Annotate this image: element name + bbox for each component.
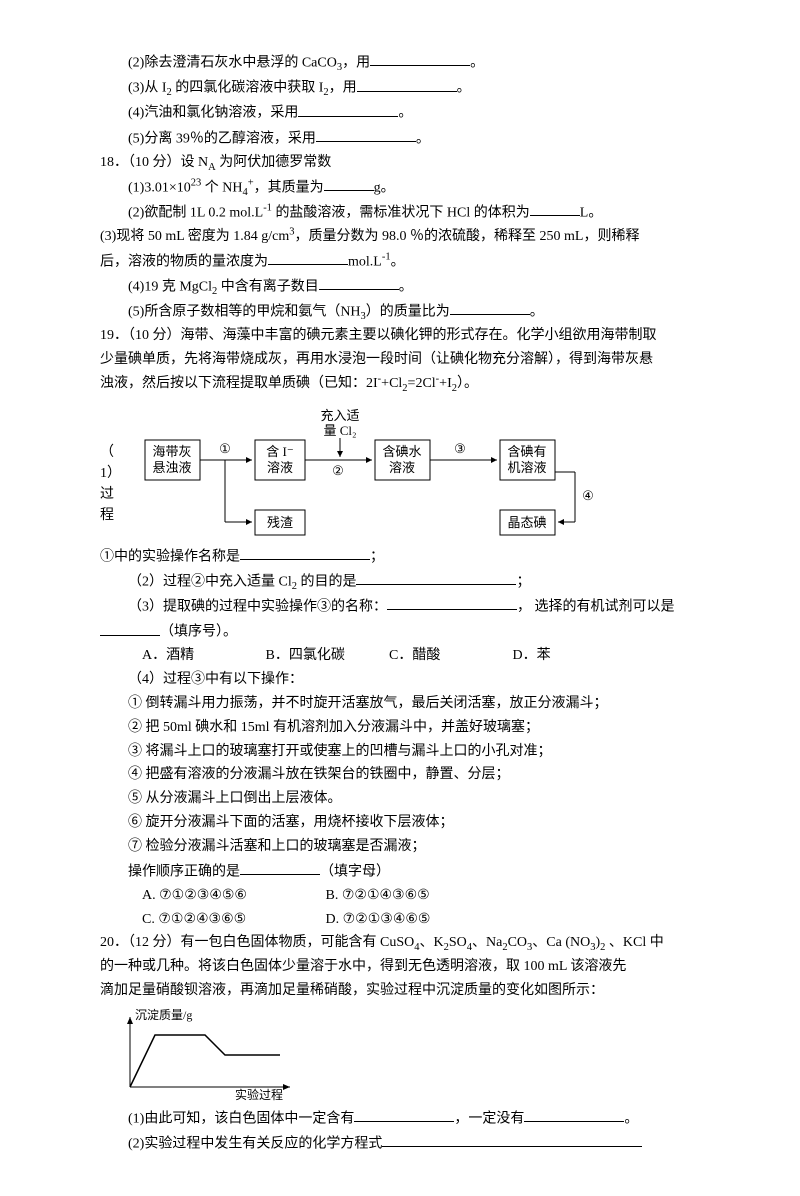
- svg-text:充入适: 充入适: [320, 408, 359, 423]
- q18-stem: 18．（10 分）设 NA 为阿伏加德罗常数: [100, 151, 720, 175]
- precipitate-graph: 沉淀质量/g 实验过程: [100, 1007, 300, 1102]
- item-17-2: (2)除去澄清石灰水中悬浮的 CaCO3，用。: [100, 50, 720, 75]
- q18-1: (1)3.01×1023 个 NH4+，其质量为g。: [100, 175, 720, 200]
- q19: 19．（10 分）海带、海藻中丰富的碘元素主要以碘化钾的形式存在。化学小组欲用海…: [100, 324, 720, 931]
- order-options-1: A. ⑦①②③④⑤⑥ B. ⑦②①④③⑥⑤: [100, 884, 720, 908]
- svg-text:含 I⁻: 含 I⁻: [266, 444, 293, 459]
- order-d: D. ⑦②①③④⑥⑤: [326, 908, 466, 932]
- step-2: ② 把 50ml 碘水和 15ml 有机溶剂加入分液漏斗中，并盖好玻璃塞；: [100, 716, 720, 740]
- opt-d: D．苯: [513, 644, 633, 668]
- q20-graph-wrap: 沉淀质量/g 实验过程: [100, 1007, 720, 1102]
- q20-stem: 20．（12 分）有一包白色固体物质，可能含有 CuSO4、K2SO4、Na2C…: [100, 931, 720, 955]
- step-1: ① 倒转漏斗用力振荡，并不时旋开活塞放气，最后关闭活塞，放正分液漏斗；: [100, 692, 720, 716]
- svg-text:溶液: 溶液: [267, 460, 293, 475]
- flowchart-diagram: 海带灰 悬浊液 含 I⁻ 溶液 含碘水 溶液 含碘有 机溶液 残渣 晶态碘: [140, 400, 610, 540]
- q19-4: （4）过程③中有以下操作：: [100, 668, 720, 692]
- q19-2: （2）过程②中充入适量 Cl2 的目的是；: [100, 569, 720, 594]
- order-c: C. ⑦①②④③⑥⑤: [142, 908, 322, 932]
- step-7: ⑦ 检验分液漏斗活塞和上口的玻璃塞是否漏液；: [100, 835, 720, 859]
- item-17-4: (4)汽油和氯化钠溶液，采用。: [100, 100, 720, 125]
- q18-4: (4)19 克 MgCl2 中含有离子数目。: [100, 274, 720, 299]
- svg-text:残渣: 残渣: [267, 515, 293, 530]
- order-options-2: C. ⑦①②④③⑥⑤ D. ⑦②①③④⑥⑤: [100, 908, 720, 932]
- svg-text:溶液: 溶液: [389, 460, 415, 475]
- svg-text:④: ④: [582, 488, 594, 503]
- svg-text:②: ②: [332, 463, 344, 478]
- svg-text:含碘有: 含碘有: [507, 444, 546, 459]
- order-q: 操作顺序正确的是（填字母）: [100, 859, 720, 884]
- step-3: ③ 将漏斗上口的玻璃塞打开或使塞上的凹槽与漏斗上口的小孔对准；: [100, 740, 720, 764]
- opt-b: B．四氯化碳: [266, 644, 386, 668]
- q19-side-text: （ 1） 过 程: [100, 400, 128, 526]
- svg-text:悬浊液: 悬浊液: [152, 460, 191, 475]
- opt-a: A．酒精: [142, 644, 262, 668]
- svg-text:实验过程: 实验过程: [235, 1087, 283, 1102]
- q19-3b: （填序号）。: [100, 619, 720, 644]
- order-b: B. ⑦②①④③⑥⑤: [326, 884, 466, 908]
- opt-c: C．醋酸: [389, 644, 509, 668]
- svg-text:机溶液: 机溶液: [507, 460, 546, 475]
- q20-l3: 滴加足量硝酸钡溶液，再滴加足量稀硝酸，实验过程中沉淀质量的变化如图所示：: [100, 979, 720, 1003]
- q19-1: ①中的实验操作名称是；: [100, 544, 720, 569]
- svg-text:海带灰: 海带灰: [152, 444, 191, 459]
- q18-2: (2)欲配制 1L 0.2 mol.L-1 的盐酸溶液，需标准状况下 HCl 的…: [100, 200, 720, 225]
- svg-text:含碘水: 含碘水: [382, 444, 421, 459]
- q19-3: （3）提取碘的过程中实验操作③的名称：， 选择的有机试剂可以是: [100, 594, 720, 619]
- q18-5: (5)所含原子数相等的甲烷和氨气（NH3）的质量比为。: [100, 299, 720, 324]
- item-17-3: (3)从 I2 的四氯化碳溶液中获取 I2，用。: [100, 75, 720, 100]
- q20-1: (1)由此可知，该白色固体中一定含有，一定没有。: [100, 1106, 720, 1131]
- step-6: ⑥ 旋开分液漏斗下面的活塞，用烧杯接收下层液体；: [100, 811, 720, 835]
- q19-diagram-area: （ 1） 过 程 海带灰 悬浊液 含 I⁻ 溶液 含碘水 溶液 含碘有 机溶液: [100, 400, 720, 540]
- svg-text:晶态碘: 晶态碘: [507, 515, 546, 530]
- svg-text:①: ①: [219, 441, 231, 456]
- svg-text:沉淀质量/g: 沉淀质量/g: [135, 1008, 192, 1022]
- item-17-5: (5)分离 39％的乙醇溶液，采用。: [100, 126, 720, 151]
- q20: 20．（12 分）有一包白色固体物质，可能含有 CuSO4、K2SO4、Na2C…: [100, 931, 720, 1156]
- q18-3: (3)现将 50 mL 密度为 1.84 g/cm3，质量分数为 98.0 ％的…: [100, 225, 720, 249]
- q20-2: (2)实验过程中发生有关反应的化学方程式: [100, 1131, 720, 1156]
- order-a: A. ⑦①②③④⑤⑥: [142, 884, 322, 908]
- step-5: ⑤ 从分液漏斗上口倒出上层液体。: [100, 787, 720, 811]
- q19-intro: 19．（10 分）海带、海藻中丰富的碘元素主要以碘化钾的形式存在。化学小组欲用海…: [100, 324, 720, 395]
- q20-l2: 的一种或几种。将该白色固体少量溶于水中，得到无色透明溶液，取 100 mL 该溶…: [100, 955, 720, 979]
- svg-text:量 Cl₂: 量 Cl₂: [323, 423, 356, 438]
- q17-continuation: (2)除去澄清石灰水中悬浮的 CaCO3，用。 (3)从 I2 的四氯化碳溶液中…: [100, 50, 720, 151]
- q18: 18．（10 分）设 NA 为阿伏加德罗常数 (1)3.01×1023 个 NH…: [100, 151, 720, 325]
- svg-text:③: ③: [454, 441, 466, 456]
- q18-3b: 后，溶液的物质的量浓度为mol.L-1。: [100, 249, 720, 274]
- q19-options: A．酒精 B．四氯化碳 C．醋酸 D．苯: [100, 644, 720, 668]
- step-4: ④ 把盛有溶液的分液漏斗放在铁架台的铁圈中，静置、分层；: [100, 763, 720, 787]
